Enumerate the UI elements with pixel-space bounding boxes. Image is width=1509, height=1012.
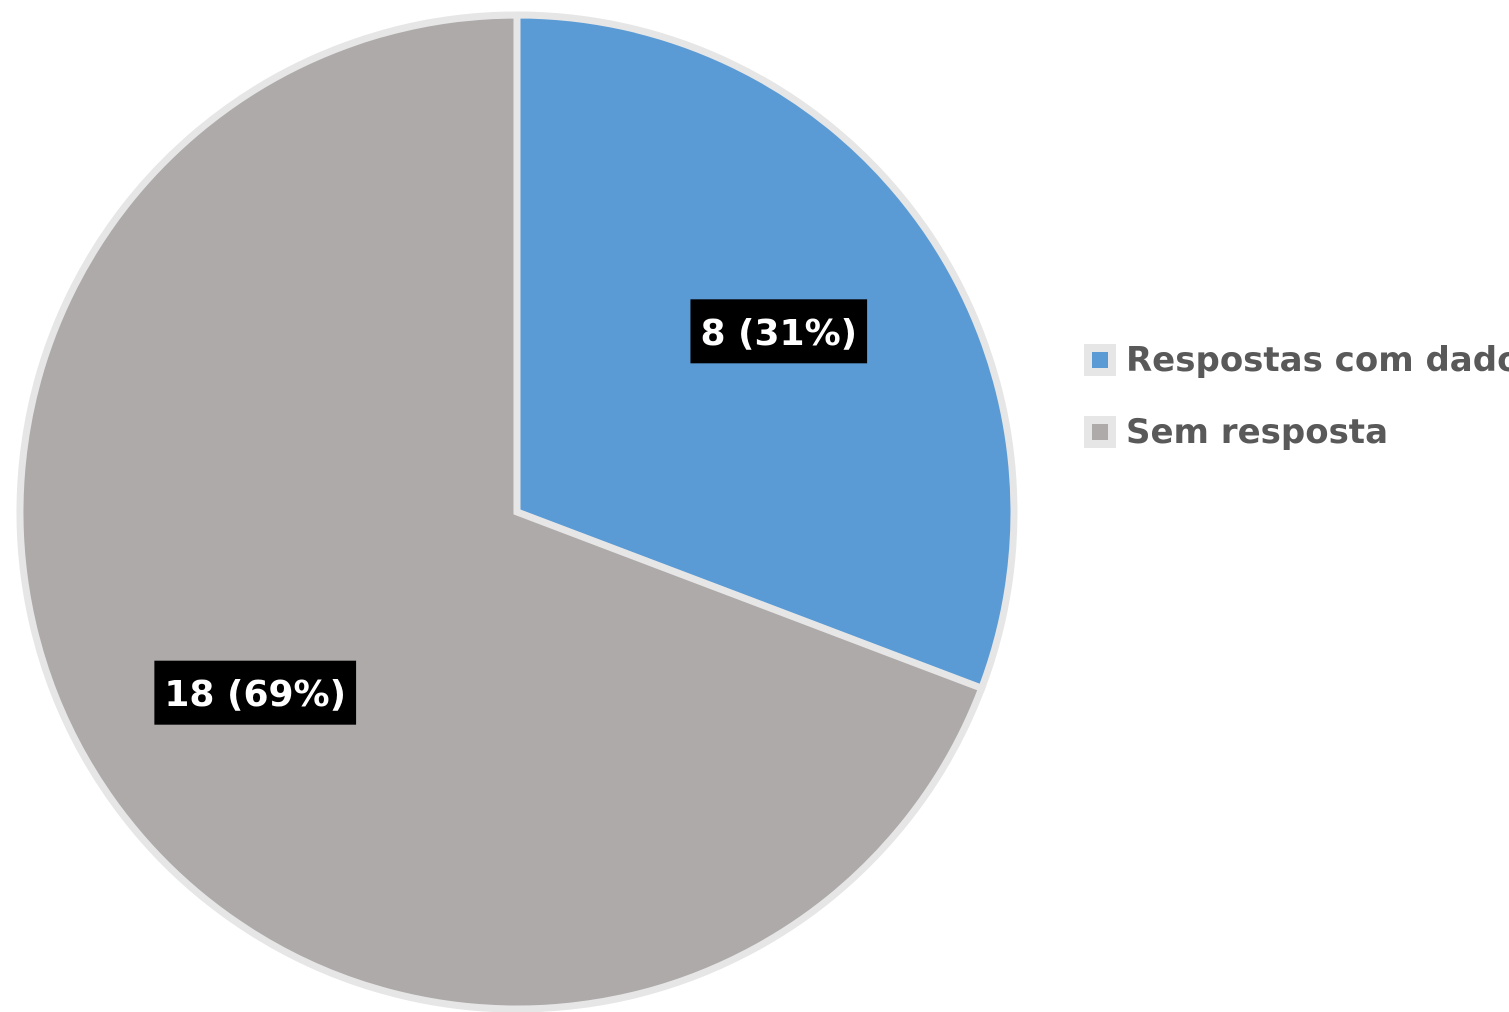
data-label-respostas-com-dados: 8 (31%) bbox=[690, 299, 868, 364]
legend-swatch bbox=[1092, 424, 1108, 440]
data-label-sem-resposta: 18 (69%) bbox=[154, 660, 357, 725]
legend-item-sem-resposta[interactable]: Sem resposta bbox=[1084, 412, 1388, 452]
data-label-background bbox=[154, 660, 357, 725]
data-label-background bbox=[690, 299, 868, 364]
legend-item-respostas-com-dados[interactable]: Respostas com dados bbox=[1084, 340, 1509, 380]
pie-slices bbox=[16, 11, 1018, 1012]
pie-slice-sem-resposta[interactable] bbox=[16, 11, 987, 1012]
legend: Respostas com dados Sem resposta bbox=[1084, 340, 1509, 452]
data-labels: 8 (31%) 18 (69%) bbox=[154, 299, 868, 725]
legend-label: Sem resposta bbox=[1126, 412, 1388, 452]
data-label-text: 18 (69%) bbox=[164, 674, 346, 715]
data-label-text: 8 (31%) bbox=[700, 313, 857, 354]
legend-swatch bbox=[1092, 352, 1108, 368]
legend-label: Respostas com dados bbox=[1126, 340, 1509, 380]
